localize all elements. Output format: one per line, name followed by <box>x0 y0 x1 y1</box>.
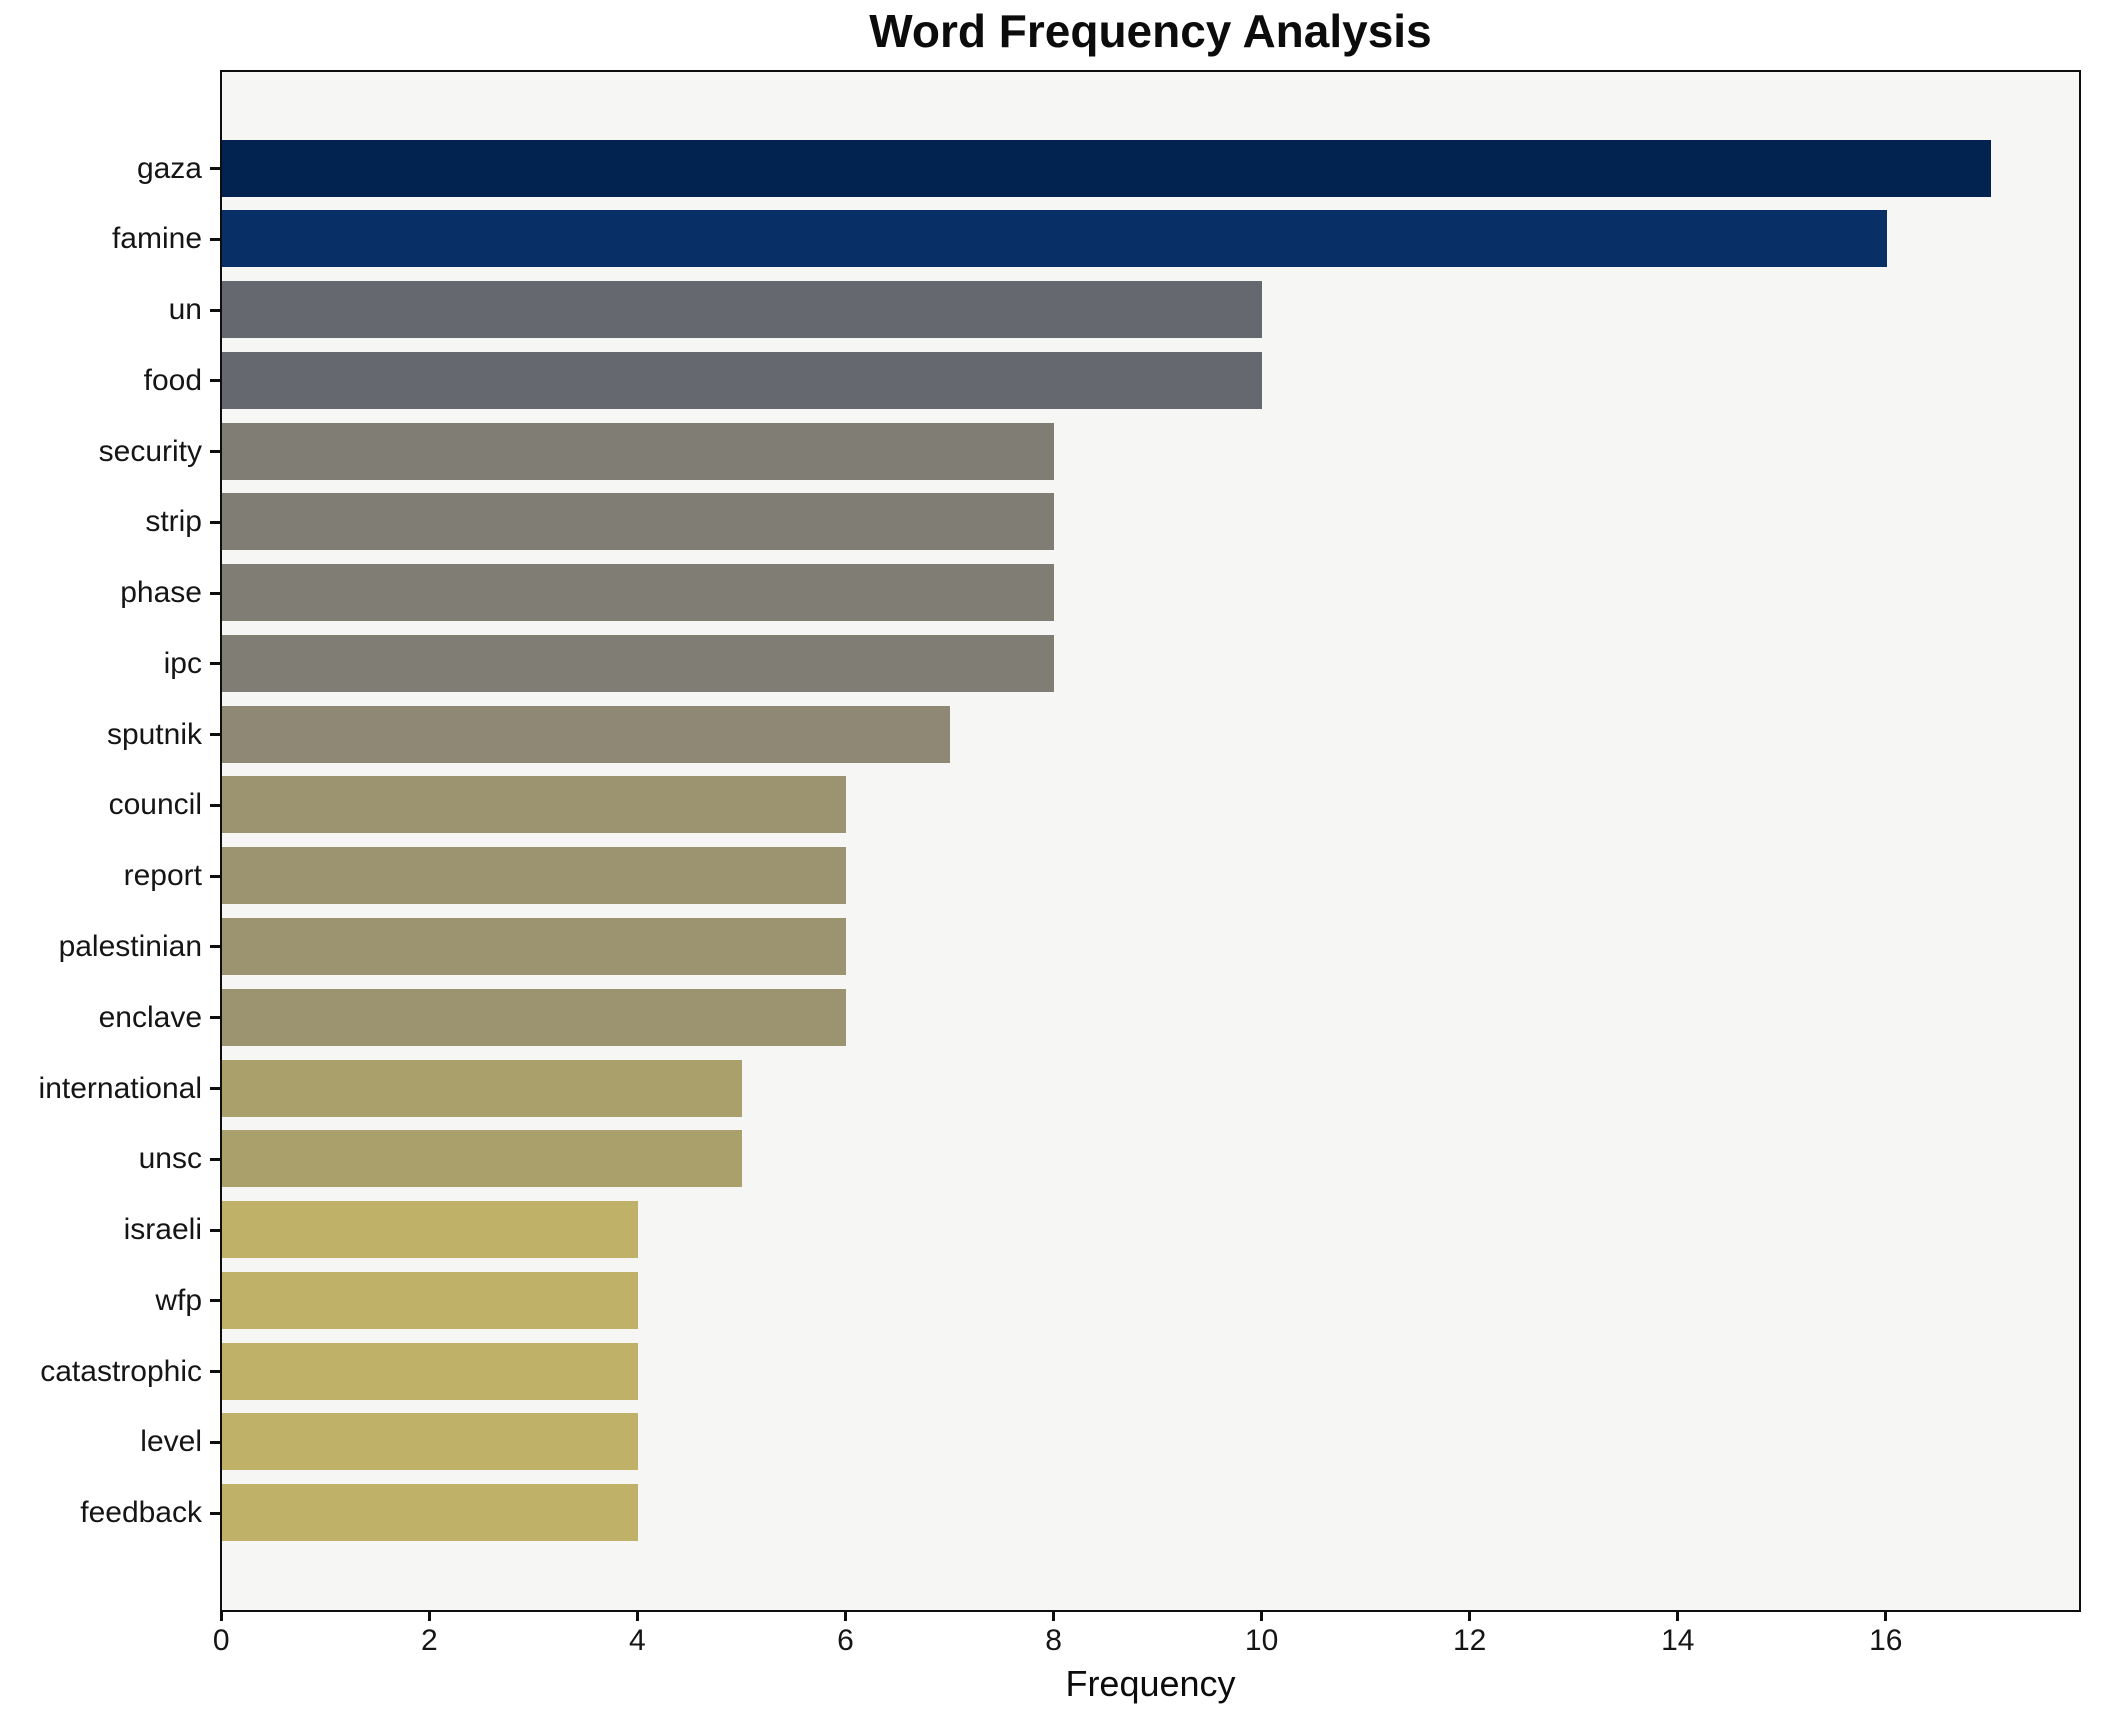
x-tick-label: 0 <box>212 1624 230 1657</box>
y-tick-mark <box>210 874 221 878</box>
y-tick-mark <box>210 520 221 524</box>
x-axis-title: Frequency <box>1065 1663 1236 1704</box>
x-tick-label: 6 <box>837 1624 854 1657</box>
y-tick-label-gaza: gaza <box>136 151 202 185</box>
y-tick-mark <box>210 1157 221 1161</box>
y-tick-mark <box>210 945 221 949</box>
x-tick-mark <box>427 1611 431 1621</box>
y-tick-label-food: food <box>143 363 202 397</box>
bar-israeli <box>222 1201 638 1259</box>
x-tick-mark <box>1468 1611 1472 1621</box>
bar-catastrophic <box>222 1342 638 1400</box>
y-tick-mark <box>210 1228 221 1232</box>
y-tick-mark <box>210 803 221 807</box>
bar-council <box>222 776 846 834</box>
y-tick-label-level: level <box>140 1425 202 1459</box>
y-tick-label-un: un <box>168 293 202 327</box>
y-tick-label-strip: strip <box>145 505 202 539</box>
y-tick-mark <box>210 733 221 737</box>
y-tick-label-israeli: israeli <box>123 1213 202 1247</box>
x-tick-mark <box>635 1611 639 1621</box>
y-tick-mark <box>210 591 221 595</box>
y-tick-mark <box>210 1511 221 1515</box>
bar-feedback <box>222 1484 638 1542</box>
y-tick-mark <box>210 1087 221 1090</box>
bar-strip <box>222 493 1054 551</box>
y-tick-label-palestinian: palestinian <box>58 929 202 963</box>
y-tick-label-council: council <box>108 788 202 822</box>
y-tick-mark <box>210 379 221 383</box>
x-tick-mark <box>219 1611 223 1621</box>
bar-palestinian <box>222 917 846 975</box>
x-tick-mark <box>1260 1611 1264 1621</box>
bar-unsc <box>222 1130 742 1188</box>
plot-area <box>220 70 2081 1612</box>
y-tick-mark <box>210 167 221 170</box>
bar-security <box>222 422 1054 480</box>
y-tick-mark <box>210 450 221 454</box>
bar-level <box>222 1413 638 1471</box>
bar-un <box>222 281 1262 339</box>
y-tick-label-feedback: feedback <box>80 1496 202 1530</box>
x-tick-label: 16 <box>1869 1624 1903 1657</box>
y-tick-label-security: security <box>98 434 202 468</box>
x-tick-mark <box>1052 1611 1056 1621</box>
y-tick-label-international: international <box>38 1071 202 1105</box>
bar-international <box>222 1059 742 1117</box>
y-tick-label-phase: phase <box>120 576 202 610</box>
bar-famine <box>222 210 1887 268</box>
bar-ipc <box>222 634 1054 692</box>
y-tick-mark <box>210 308 221 312</box>
x-tick-label: 2 <box>420 1624 438 1657</box>
x-tick-label: 12 <box>1452 1624 1487 1657</box>
bar-enclave <box>222 988 846 1046</box>
y-tick-mark <box>210 1016 221 1020</box>
x-tick-label: 8 <box>1045 1624 1062 1657</box>
x-tick-mark <box>843 1611 847 1621</box>
y-tick-label-famine: famine <box>111 222 202 256</box>
bar-phase <box>222 564 1054 622</box>
y-tick-label-ipc: ipc <box>163 646 202 680</box>
x-tick-label: 14 <box>1661 1624 1695 1657</box>
y-tick-label-wfp: wfp <box>155 1283 202 1317</box>
y-tick-mark <box>210 237 221 241</box>
bar-report <box>222 847 846 905</box>
y-axis-labels: gaza famine un food security strip phase ipc spu… <box>0 0 202 1722</box>
y-tick-mark <box>210 1440 221 1444</box>
y-tick-label-sputnik: sputnik <box>106 717 202 751</box>
y-tick-label-catastrophic: catastrophic <box>40 1354 202 1388</box>
y-tick-mark <box>210 1299 221 1303</box>
y-tick-label-unsc: unsc <box>138 1142 202 1176</box>
x-tick-mark <box>1676 1611 1680 1621</box>
y-tick-label-report: report <box>123 859 202 893</box>
y-tick-mark <box>210 1370 221 1374</box>
bar-food <box>222 351 1262 409</box>
y-tick-mark <box>210 662 221 666</box>
x-tick-label: 4 <box>629 1624 646 1657</box>
chart-title: Word Frequency Analysis <box>869 5 1432 57</box>
bar-sputnik <box>222 705 950 763</box>
bar-wfp <box>222 1271 638 1329</box>
bar-gaza <box>222 139 1991 197</box>
x-tick-label: 10 <box>1244 1624 1279 1657</box>
y-tick-label-enclave: enclave <box>98 1000 202 1034</box>
x-tick-mark <box>1884 1611 1888 1621</box>
